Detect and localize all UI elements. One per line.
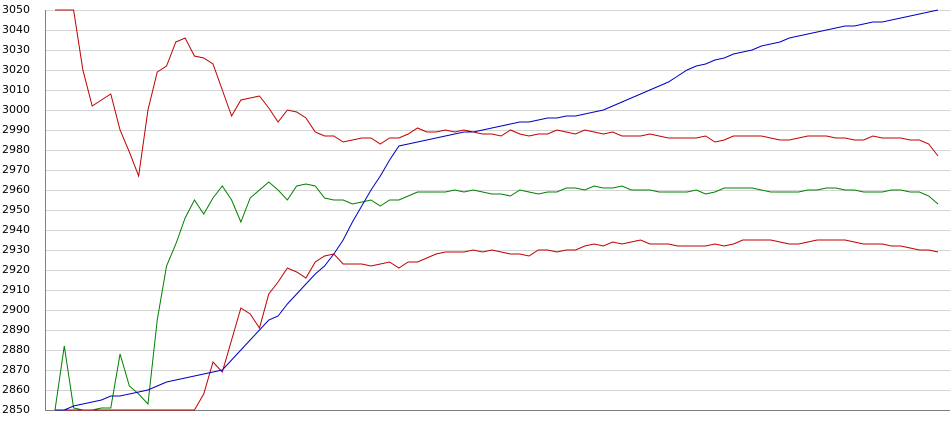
y-tick-label: 2940 xyxy=(2,223,30,236)
y-tick-label: 3040 xyxy=(2,23,30,36)
y-tick-label: 2890 xyxy=(2,323,30,336)
y-tick-label: 2920 xyxy=(2,263,30,276)
y-tick-label: 2960 xyxy=(2,183,30,196)
y-tick-label: 2970 xyxy=(2,163,30,176)
y-tick-label: 2850 xyxy=(2,403,30,416)
y-tick-label: 3050 xyxy=(2,3,30,16)
y-tick-label: 2930 xyxy=(2,243,30,256)
series-line xyxy=(55,9,939,411)
y-tick-label: 2880 xyxy=(2,343,30,356)
y-tick-label: 3010 xyxy=(2,83,30,96)
y-tick-label: 2950 xyxy=(2,203,30,216)
y-tick-label: 2990 xyxy=(2,123,30,136)
y-tick-label: 2870 xyxy=(2,363,30,376)
y-tick-label: 2910 xyxy=(2,283,30,296)
y-tick-label: 3000 xyxy=(2,103,30,116)
series-line xyxy=(55,239,939,411)
y-tick-label: 3030 xyxy=(2,43,30,56)
series-line xyxy=(55,9,939,178)
y-tick-label: 2980 xyxy=(2,143,30,156)
y-tick-label: 2900 xyxy=(2,303,30,316)
y-tick-label: 2860 xyxy=(2,383,30,396)
y-tick-label: 3020 xyxy=(2,63,30,76)
series-line xyxy=(54,181,939,411)
